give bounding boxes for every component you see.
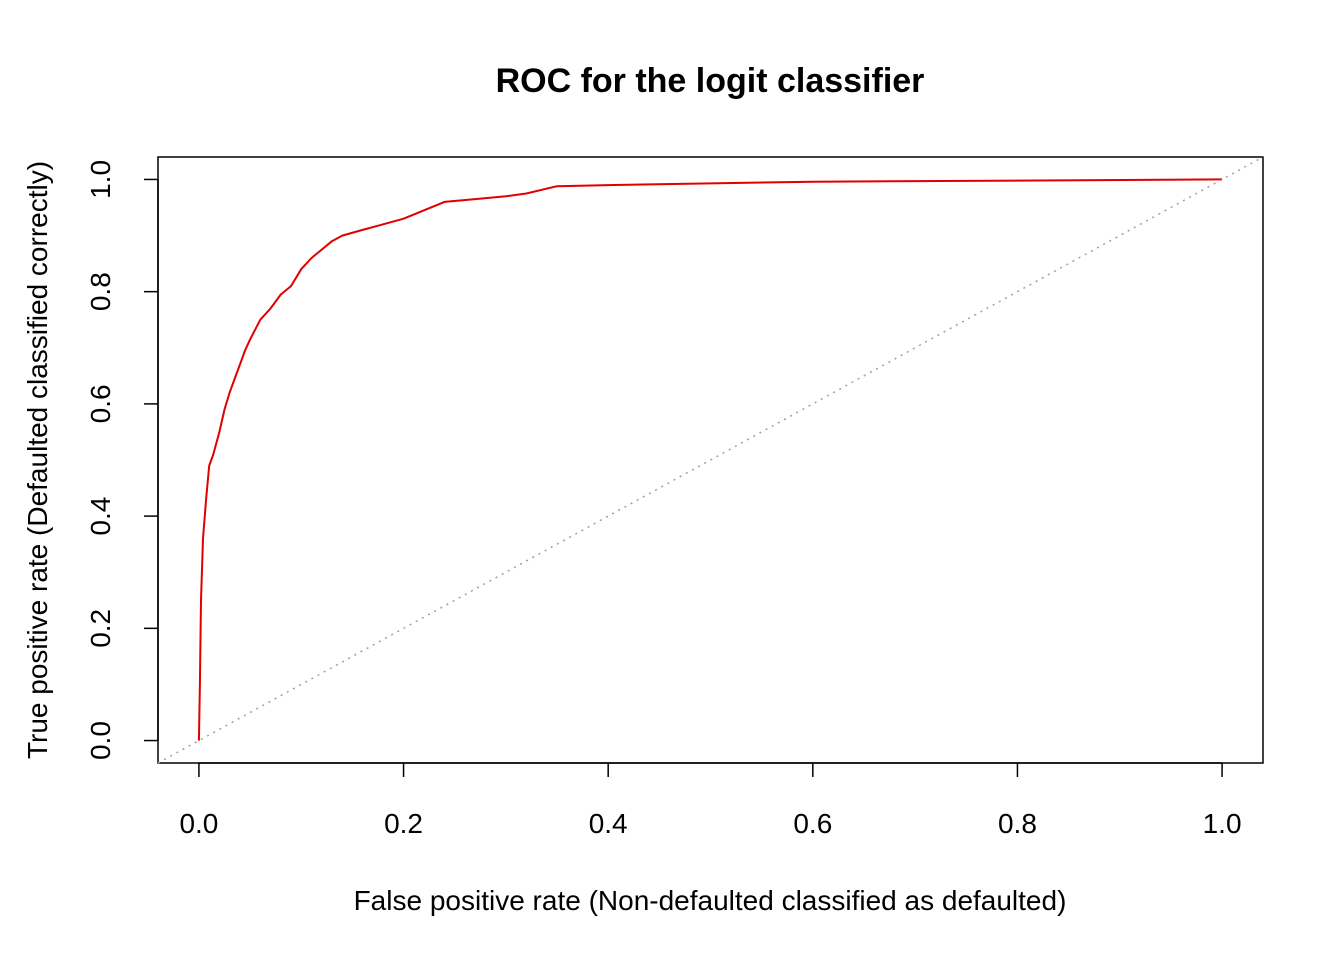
roc-curve	[197, 178, 1223, 741]
chart-title: ROC for the logit classifier	[496, 62, 925, 100]
y-tick-label: 0.8	[85, 272, 116, 311]
y-tick-label: 0.2	[85, 609, 116, 648]
x-tick-label: 0.8	[998, 808, 1037, 839]
y-tick-label: 0.4	[85, 497, 116, 536]
x-axis: 0.0 0.2 0.4 0.6 0.8 1.0	[179, 762, 1242, 839]
y-tick-label: 1.0	[85, 160, 116, 199]
y-tick-label: 0.0	[85, 721, 116, 760]
y-axis: 0.0 0.2 0.4 0.6 0.8 1.0	[85, 160, 159, 760]
x-tick-label: 0.0	[179, 808, 218, 839]
series-layer	[157, 156, 1264, 764]
x-tick-label: 0.6	[793, 808, 832, 839]
diagonal-reference-line	[157, 156, 1264, 764]
y-tick-label: 0.6	[85, 384, 116, 423]
x-tick-label: 0.2	[384, 808, 423, 839]
y-axis-label: True positive rate (Defaulted classified…	[22, 161, 53, 759]
x-tick-label: 1.0	[1203, 808, 1242, 839]
x-tick-label: 0.4	[589, 808, 628, 839]
x-axis-label: False positive rate (Non-defaulted class…	[354, 885, 1067, 916]
